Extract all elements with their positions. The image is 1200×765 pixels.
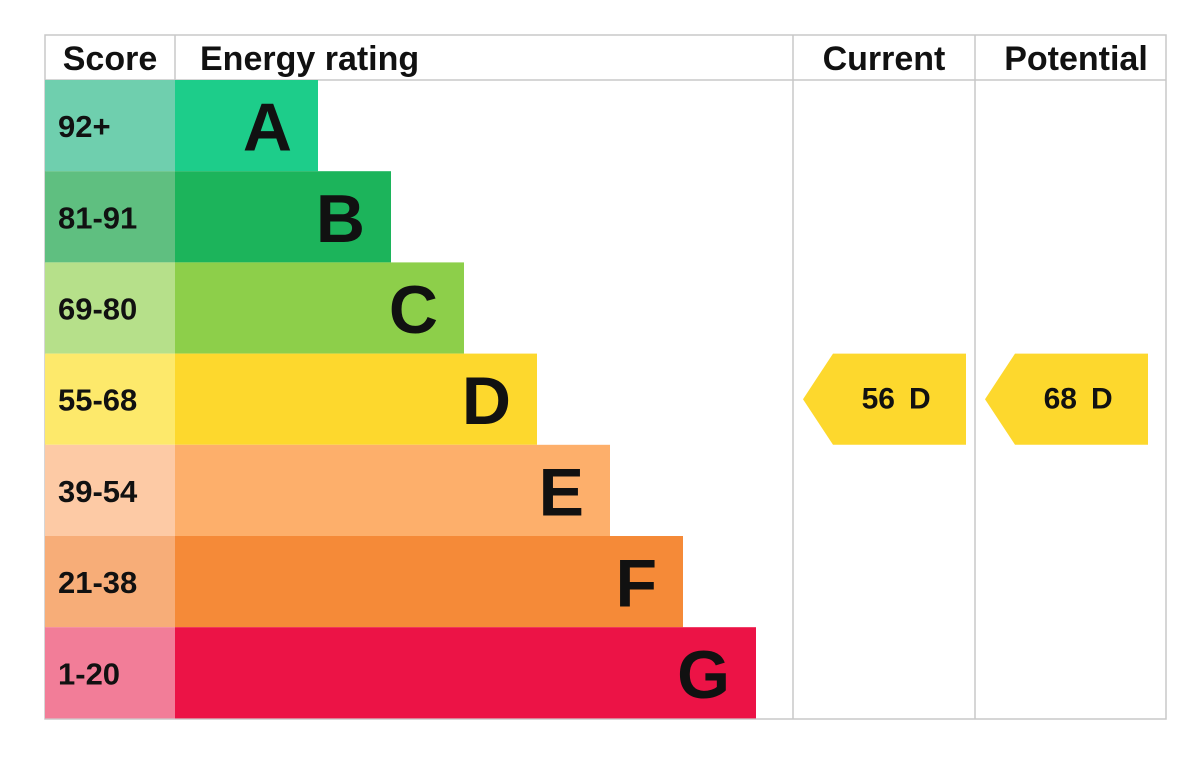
rating-bar (175, 627, 756, 719)
band-letter: B (316, 181, 365, 257)
score-range: 21-38 (58, 565, 137, 600)
rating-arrow (803, 353, 966, 445)
score-cell (45, 80, 175, 172)
band-letter: A (243, 90, 292, 166)
rating-arrow (985, 353, 1148, 445)
score-cell (45, 171, 175, 263)
rating-value: 68 (1044, 383, 1077, 416)
band-letter: C (389, 272, 438, 348)
header-score: Score (63, 40, 158, 78)
score-range: 39-54 (58, 474, 138, 509)
header-rating: Energy rating (200, 40, 419, 78)
score-cell (45, 444, 175, 536)
score-range: 55-68 (58, 383, 137, 418)
band-letter: D (462, 363, 511, 439)
rating-band: D (909, 383, 931, 416)
score-cell (45, 353, 175, 445)
score-cell (45, 262, 175, 354)
score-cell (45, 627, 175, 719)
score-cell (45, 536, 175, 628)
rating-bar (175, 536, 683, 628)
band-letter: F (615, 546, 657, 622)
rating-bar (175, 444, 610, 536)
rating-bar (175, 262, 464, 354)
band-letter: E (539, 454, 584, 530)
score-range: 92+ (58, 109, 111, 144)
score-range: 1-20 (58, 656, 120, 691)
score-range: 69-80 (58, 292, 137, 327)
band-letter: G (677, 637, 730, 713)
header-current: Current (823, 40, 946, 78)
header-potential: Potential (1004, 40, 1148, 78)
rating-value: 56 (862, 383, 895, 416)
rating-bar (175, 171, 391, 263)
score-range: 81-91 (58, 200, 137, 235)
rating-band: D (1091, 383, 1113, 416)
rating-bar (175, 353, 537, 445)
rating-bar (175, 80, 318, 172)
